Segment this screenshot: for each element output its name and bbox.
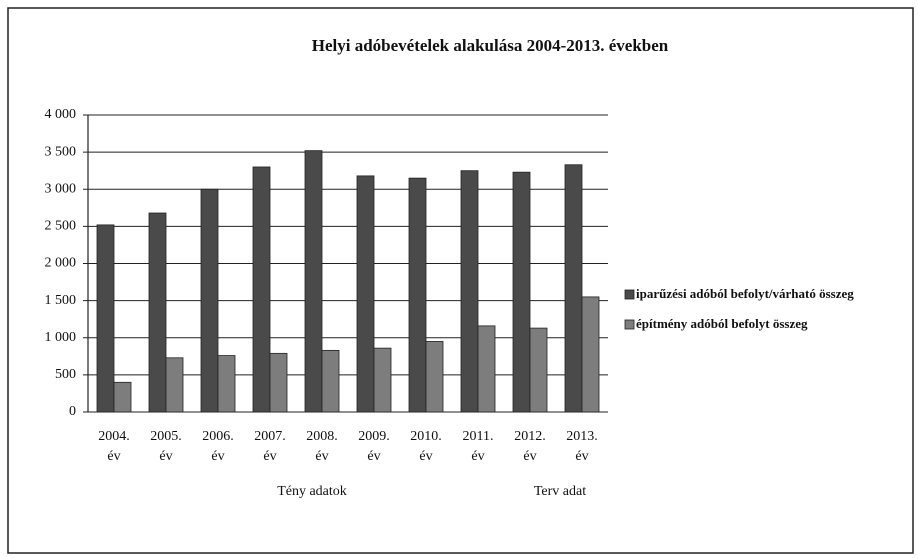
legend-swatch: [624, 319, 635, 330]
bar: [425, 341, 444, 413]
y-tick-label: 2 000: [45, 256, 77, 271]
bar: [477, 325, 496, 413]
legend-label: építmény adóból befolyt összeg: [636, 316, 808, 331]
chart-title: Helyi adóbevételek alakulása 2004-2013. …: [312, 36, 669, 55]
x-tick-label: 2013. év: [566, 429, 598, 464]
x-tick-label: 2011. év: [463, 429, 494, 464]
annotation: Tény adatok: [277, 484, 347, 499]
bar: [460, 170, 479, 413]
y-tick-label: 1 500: [45, 293, 77, 308]
x-tick-label: 2005. év: [150, 429, 182, 464]
bar: [581, 296, 600, 413]
bar: [217, 355, 236, 413]
bar: [269, 352, 288, 413]
x-tick-label: 2007. év: [254, 429, 286, 464]
bar: [200, 188, 219, 413]
y-tick-label: 3 000: [45, 181, 77, 196]
bar: [148, 212, 167, 413]
y-tick-label: 1 000: [45, 330, 77, 345]
bar: [304, 150, 323, 413]
bar: [373, 347, 392, 413]
bar: [529, 327, 548, 413]
bar: [408, 177, 427, 413]
x-tick-label: 2010. év: [410, 429, 442, 464]
bar: [165, 357, 184, 413]
x-tick-label: 2012. év: [514, 429, 546, 464]
bar: [321, 349, 340, 413]
bar: [564, 164, 583, 413]
bar: [512, 171, 531, 413]
x-tick-label: 2009. év: [358, 429, 390, 464]
x-tick-label: 2004. év: [98, 429, 130, 464]
y-tick-label: 3 500: [45, 144, 77, 159]
x-tick-label: 2008. év: [306, 429, 338, 464]
annotation: Terv adat: [534, 484, 586, 499]
chart-frame: [7, 7, 914, 554]
bar: [113, 381, 132, 413]
y-tick-label: 500: [55, 367, 76, 382]
y-tick-label: 2 500: [45, 219, 77, 234]
x-tick-label: 2006. év: [202, 429, 234, 464]
bar: [96, 224, 115, 413]
legend-swatch: [624, 289, 635, 300]
bar: [252, 166, 271, 413]
bar: [356, 175, 375, 413]
y-tick-label: 0: [69, 404, 76, 419]
y-tick-label: 4 000: [45, 107, 77, 122]
legend-label: iparűzési adóból befolyt/várható összeg: [636, 286, 854, 301]
